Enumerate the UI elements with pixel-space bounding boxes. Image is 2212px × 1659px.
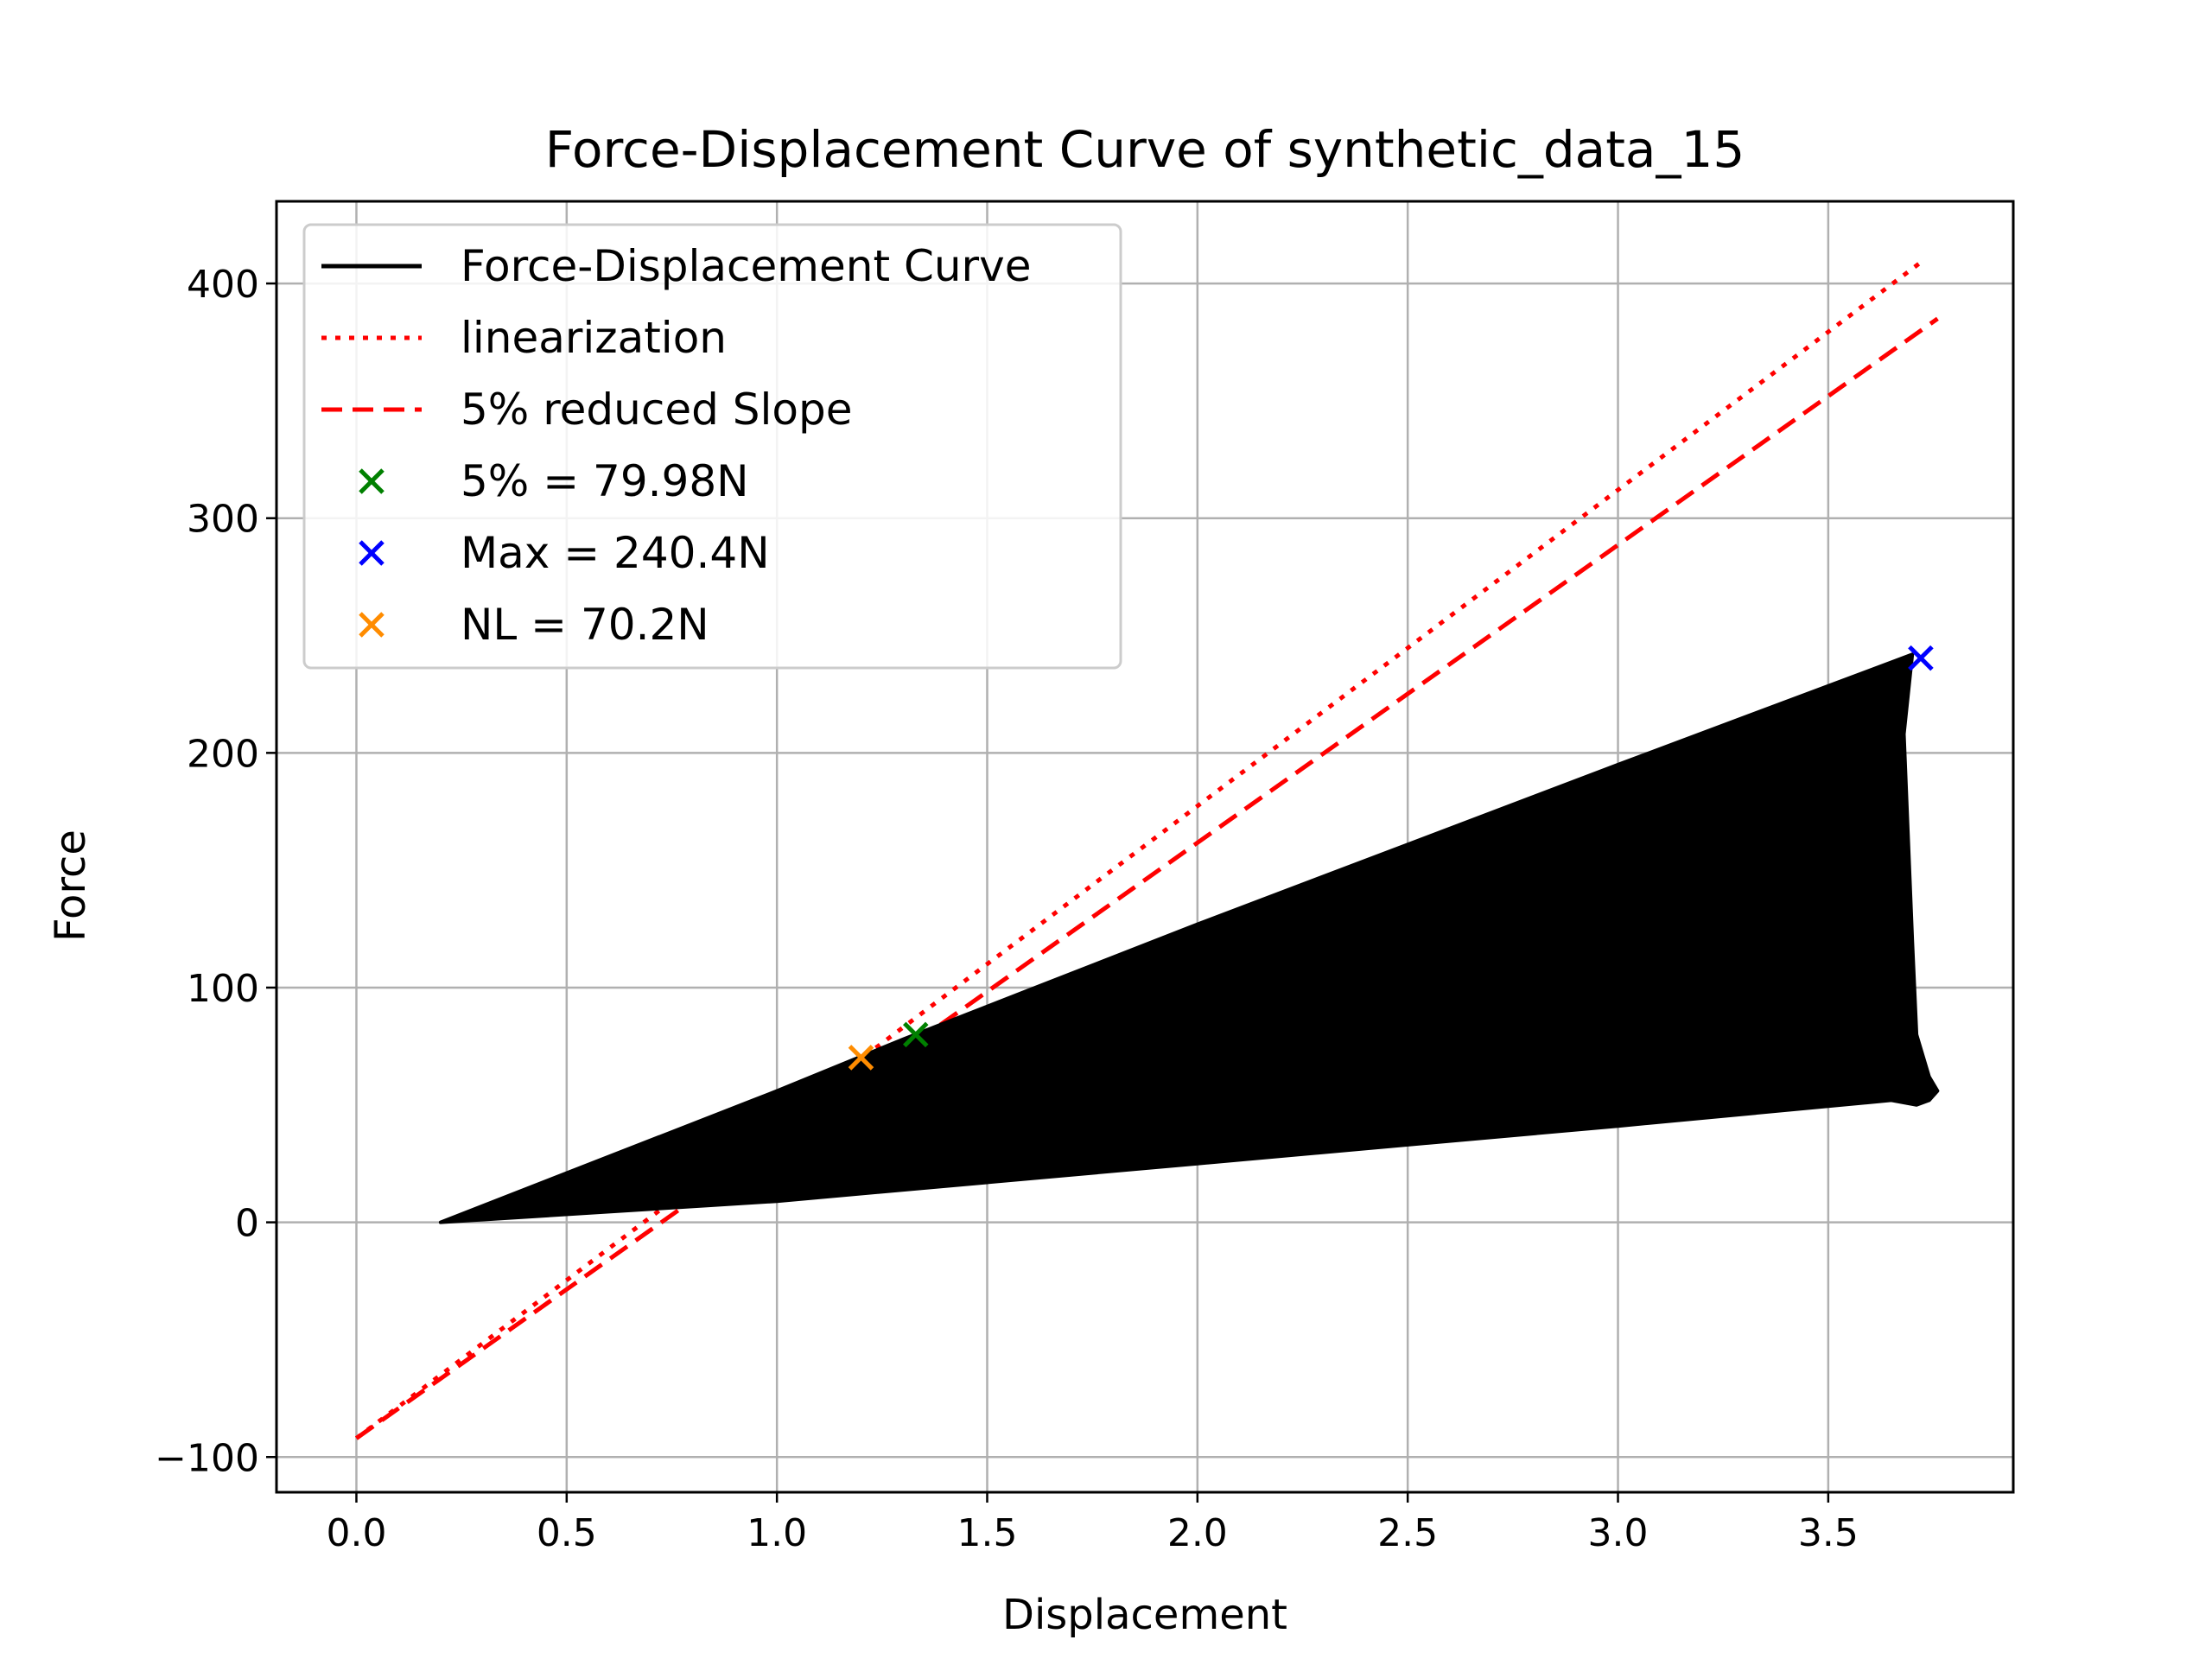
y-tick-label: 400 (187, 263, 259, 307)
x-tick-label: 1.5 (957, 1511, 1018, 1555)
legend-marker-icon (359, 612, 385, 638)
x-tick-label: 0.5 (537, 1511, 597, 1555)
y-tick-label: 0 (235, 1202, 259, 1246)
x-tick-label: 2.5 (1377, 1511, 1438, 1555)
x-tick-label: 3.0 (1588, 1511, 1649, 1555)
five-percent-marker (902, 1021, 929, 1048)
legend-box (302, 223, 1122, 670)
plot-frame (275, 200, 2015, 1494)
reduced-slope-line (355, 316, 1939, 1440)
legend-entry-five-percent: 5% = 79.98N (359, 456, 749, 506)
legend-entry-reduced-slope: 5% reduced Slope (321, 385, 852, 435)
x-axis-label: Displacement (1002, 1591, 1287, 1639)
nl-marker (848, 1045, 874, 1071)
x-tick-label: 0.0 (326, 1511, 386, 1555)
legend-label: 5% = 79.98N (461, 456, 749, 506)
y-tick-label: 200 (187, 732, 259, 776)
x-tick-label: 1.0 (747, 1511, 807, 1555)
legend: Force-Displacement Curve linearization 5% … (302, 223, 1122, 670)
force-displacement-curve (438, 652, 1940, 1224)
legend-label: Force-Displacement Curve (461, 241, 1031, 291)
legend-entry-nl: NL = 70.2N (359, 600, 709, 650)
legend-label: Max = 240.4N (461, 528, 770, 578)
max-marker (1908, 645, 1934, 671)
y-tick-label: 100 (187, 967, 259, 1011)
axis-ticks: 0.0 0.5 1.0 1.5 2.0 2.5 3.0 3.5 −100 0 100 200 300 40… (155, 263, 1859, 1555)
y-tick-label: 300 (187, 498, 259, 542)
legend-marker-icon (359, 540, 385, 566)
plot-data (354, 260, 1940, 1440)
legend-entry-curve: Force-Displacement Curve (321, 241, 1031, 291)
y-tick-label: −100 (155, 1436, 259, 1480)
y-axis-label: Force (47, 830, 95, 942)
legend-entry-max: Max = 240.4N (359, 528, 770, 578)
legend-label: 5% reduced Slope (461, 385, 852, 435)
legend-marker-icon (359, 468, 385, 494)
x-tick-label: 3.5 (1798, 1511, 1859, 1555)
legend-label: linearization (461, 313, 727, 363)
chart-title: Force-Displacement Curve of synthetic_da… (545, 120, 1745, 179)
x-tick-label: 2.0 (1167, 1511, 1228, 1555)
legend-label: NL = 70.2N (461, 600, 709, 650)
legend-entry-linearization: linearization (321, 313, 727, 363)
